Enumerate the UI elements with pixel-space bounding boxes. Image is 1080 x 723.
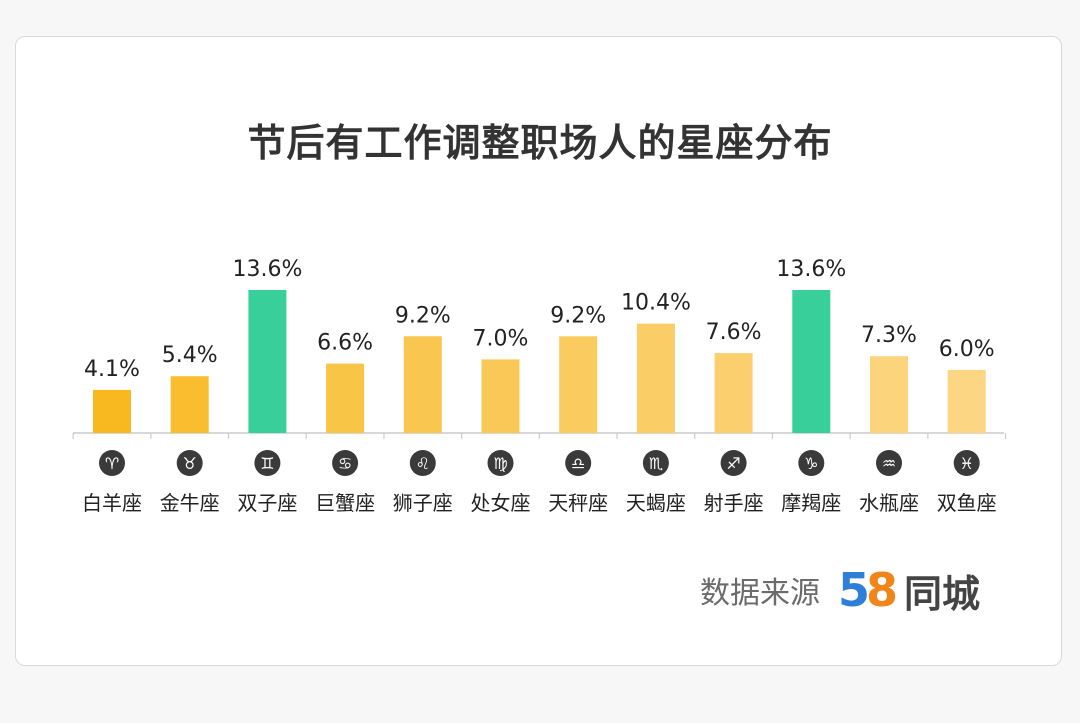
bar-value-label: 13.6% (776, 257, 846, 282)
scorpio-icon (642, 450, 669, 476)
category-label: 双子座 (237, 491, 297, 515)
category-label: 白羊座 (82, 491, 142, 515)
libra-icon (565, 450, 592, 476)
source-label: 数据来源 (700, 576, 820, 611)
zodiac-symbol: ♍ (493, 454, 507, 473)
bar-value-label: 9.2% (550, 303, 606, 328)
zodiac-symbol: ♑ (804, 454, 818, 473)
zodiac-symbol: ♐ (726, 454, 740, 473)
sagittarius-icon (720, 450, 747, 476)
cancer-icon (332, 450, 359, 476)
category-label: 天秤座 (548, 491, 608, 515)
bar-5 (481, 359, 520, 433)
category-label: 狮子座 (393, 491, 453, 515)
zodiac-symbol: ♈ (105, 454, 119, 473)
virgo-icon (487, 450, 514, 476)
zodiac-symbol: ♒ (882, 454, 896, 473)
logo-text: 同城 (904, 571, 981, 616)
bar-value-label: 6.0% (939, 337, 995, 362)
bar-value-label: 9.2% (395, 303, 451, 328)
logo-digit-5: 5 (838, 563, 871, 617)
zodiac-symbol: ♉ (183, 454, 197, 473)
logo-digit-8: 8 (866, 563, 899, 617)
category-label: 双鱼座 (937, 491, 997, 515)
zodiac-symbol: ♋ (338, 454, 352, 473)
bar-value-label: 4.1% (84, 357, 140, 382)
taurus-icon (176, 450, 203, 476)
chart-card (15, 36, 1062, 666)
bar-3 (326, 363, 365, 433)
bar-9 (792, 290, 831, 433)
aquarius-icon (876, 450, 902, 476)
category-label: 金牛座 (160, 491, 220, 515)
58-tongcheng-logo: 5 8 同城 (838, 563, 980, 618)
aries-icon (99, 450, 125, 476)
category-label: 水瓶座 (859, 491, 919, 515)
category-label: 摩羯座 (781, 491, 841, 515)
zodiac-symbol: ♌ (416, 454, 430, 473)
bar-1 (170, 376, 209, 433)
bar-7 (636, 323, 675, 433)
bar-8 (714, 353, 753, 433)
bar-11 (947, 369, 986, 433)
bar-6 (559, 336, 598, 433)
zodiac-symbol: ♓ (960, 454, 974, 473)
pisces-icon (953, 450, 980, 476)
category-label: 处女座 (471, 491, 531, 515)
zodiac-symbol: ♎ (571, 454, 585, 473)
bar-2 (248, 290, 287, 433)
chart-title: 节后有工作调整职场人的星座分布 (247, 121, 833, 165)
capricorn-icon (798, 450, 825, 476)
bar-value-label: 7.0% (473, 326, 529, 351)
bar-value-label: 5.4% (162, 343, 218, 368)
bar-value-label: 7.3% (861, 323, 917, 348)
bar-value-label: 10.4% (621, 291, 691, 316)
bar-value-label: 13.6% (232, 257, 302, 282)
bar-0 (93, 389, 131, 433)
zodiac-symbol: ♏ (649, 454, 663, 473)
category-label: 巨蟹座 (315, 491, 375, 515)
category-label: 射手座 (704, 491, 764, 515)
gemini-icon (254, 450, 281, 476)
bar-value-label: 6.6% (317, 331, 373, 356)
zodiac-symbol: ♊ (260, 454, 274, 473)
leo-icon (409, 450, 436, 476)
category-label: 天蝎座 (626, 491, 686, 515)
bar-10 (870, 356, 908, 433)
data-source: 数据来源 5 8 同城 (700, 562, 980, 618)
bar-4 (403, 336, 442, 433)
bar-value-label: 7.6% (706, 320, 762, 345)
